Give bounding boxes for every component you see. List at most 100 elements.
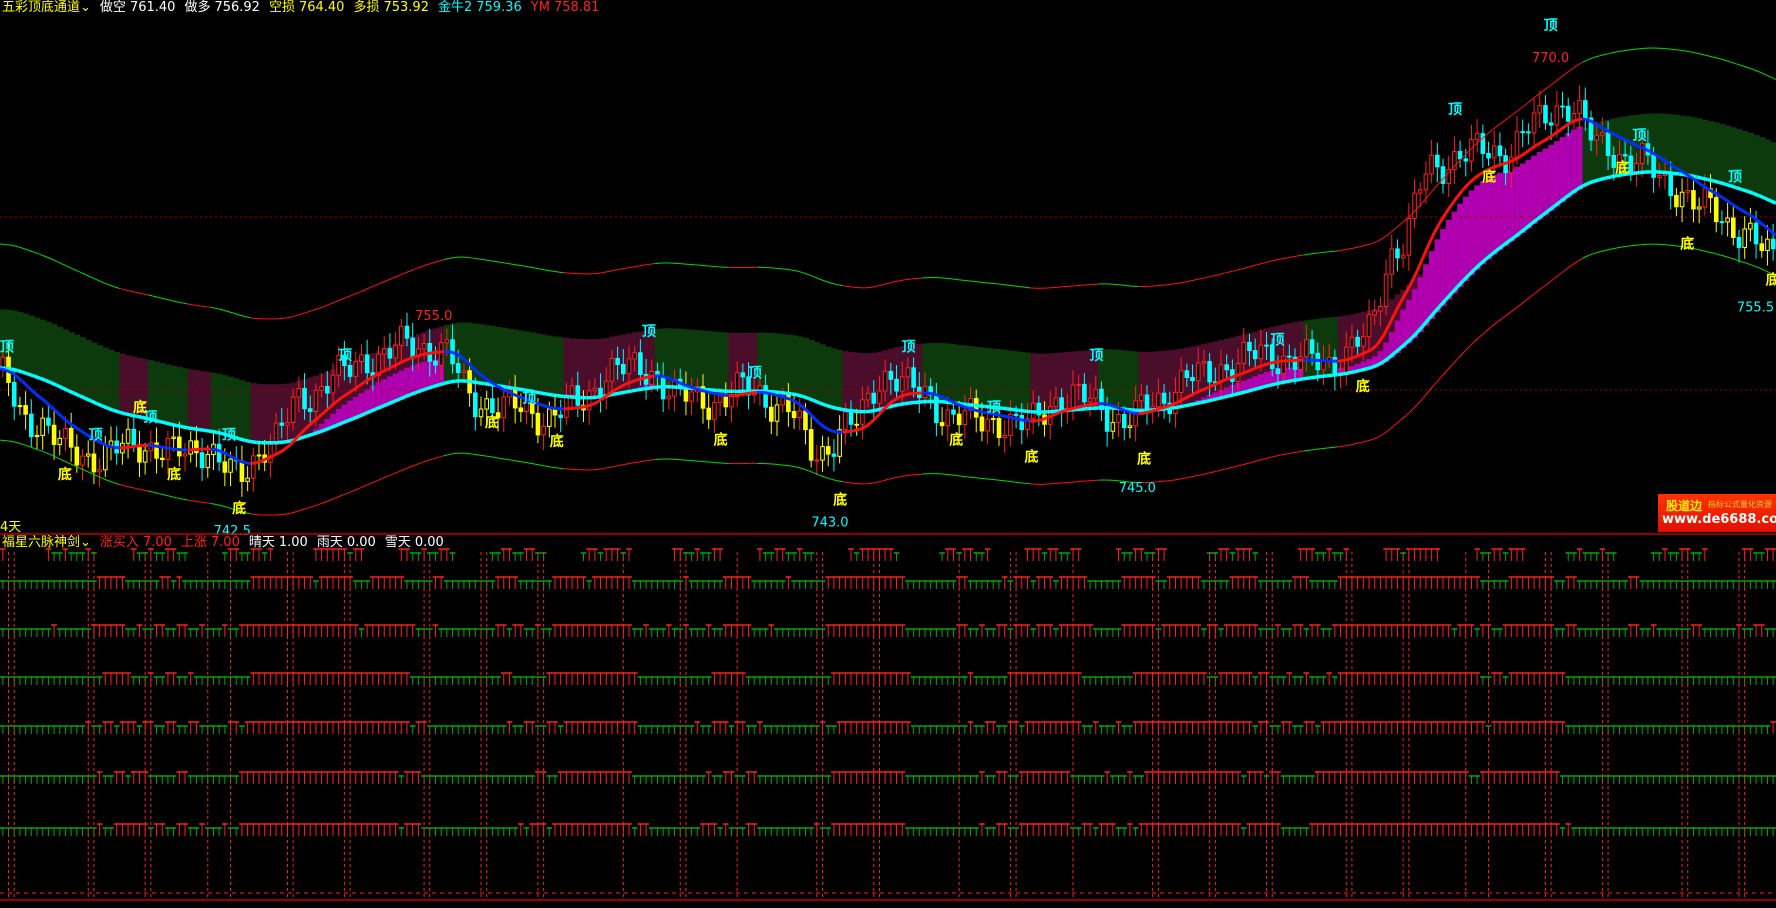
upper-band-line — [506, 262, 513, 265]
lower-band-line — [466, 452, 473, 455]
channel-fill-column — [364, 355, 371, 414]
trend-line — [1746, 212, 1755, 219]
trend-line — [1007, 415, 1014, 420]
lower-band-line — [16, 442, 23, 445]
upper-band-line — [1229, 270, 1236, 273]
lower-band-line — [1326, 447, 1333, 449]
top-marker: 顶 — [901, 340, 915, 356]
mid-line — [830, 405, 838, 411]
mid-line — [1410, 331, 1419, 340]
trend-line — [1461, 182, 1470, 191]
mid-line — [551, 393, 559, 398]
candle-body — [1452, 151, 1457, 171]
lower-band-line — [1673, 245, 1680, 247]
candle-body — [535, 412, 541, 436]
magenta-fill-column — [330, 413, 337, 428]
candle-body — [1565, 105, 1571, 122]
mid-line — [329, 423, 337, 430]
mid-line — [198, 427, 206, 433]
candle-body — [1736, 236, 1742, 248]
mid-line — [466, 379, 473, 384]
candle-body — [939, 422, 945, 427]
channel-fill-column — [592, 339, 599, 398]
mid-line — [1001, 406, 1008, 411]
upper-band-line — [1200, 276, 1207, 280]
lower-band-line — [193, 500, 200, 503]
upper-band-line — [381, 280, 388, 284]
trend-line — [312, 415, 320, 424]
upper-band-line — [614, 268, 621, 271]
trend-line — [255, 459, 263, 465]
upper-band-line — [1360, 244, 1367, 247]
lower-band-line — [967, 476, 974, 478]
trend-line — [1183, 394, 1191, 401]
upper-band-line — [1616, 50, 1623, 53]
lower-band-line — [1399, 415, 1407, 421]
candle-body — [934, 394, 939, 424]
trend-line — [1132, 411, 1139, 416]
trend-line — [107, 444, 115, 449]
lower-band-line — [1229, 466, 1236, 469]
lower-band-line — [1121, 480, 1128, 483]
channel-fill-column — [102, 347, 109, 407]
mid-line — [1331, 372, 1338, 378]
channel-fill-column — [950, 344, 957, 403]
upper-band-line — [398, 272, 405, 277]
mid-line — [1354, 368, 1361, 374]
upper-band-line — [1684, 50, 1691, 53]
mid-line — [176, 423, 183, 429]
channel-fill-column — [1166, 350, 1174, 409]
trend-line — [812, 416, 821, 425]
lower-band-line — [51, 454, 58, 459]
candle-body — [1583, 100, 1588, 119]
magenta-fill-column — [370, 385, 377, 412]
channel-fill-column — [1087, 350, 1094, 409]
channel-fill-column — [791, 335, 798, 394]
trend-line — [454, 352, 462, 359]
upper-band-line — [68, 266, 75, 270]
candle-body — [558, 414, 563, 418]
mid-line — [78, 394, 87, 400]
trend-line — [73, 425, 81, 432]
channel-fill-column — [1110, 349, 1117, 408]
upper-band-line — [221, 309, 228, 312]
lower-band-line — [483, 455, 490, 458]
mid-line — [1701, 176, 1709, 182]
magenta-fill-column — [1531, 155, 1538, 224]
top-marker: 顶 — [1632, 128, 1646, 144]
trend-line — [1177, 397, 1185, 404]
trend-line — [346, 388, 354, 396]
lower-band-line — [386, 473, 393, 478]
magenta-fill-column — [1349, 365, 1356, 373]
trend-line — [1421, 243, 1431, 258]
mid-line — [1280, 379, 1287, 385]
candle-body — [1622, 154, 1628, 157]
lower-band-line — [523, 461, 530, 464]
channel-fill-column — [1041, 353, 1048, 413]
bottom-marker: 底 — [550, 433, 564, 450]
trend-line — [1166, 403, 1174, 408]
trend-line — [1381, 324, 1391, 337]
candle-body — [159, 457, 165, 461]
lower-band-line — [1314, 448, 1321, 450]
mid-line — [807, 396, 815, 403]
mid-line — [414, 388, 422, 395]
channel-fill-column — [210, 372, 217, 432]
magenta-fill-column — [1559, 137, 1566, 203]
lower-band-line — [608, 465, 615, 468]
lower-band-line — [90, 472, 97, 477]
upper-band-line — [848, 286, 854, 288]
upper-band-line — [1605, 52, 1612, 55]
trend-line — [1081, 403, 1088, 408]
upper-band-line — [1701, 53, 1708, 57]
channel-fill-column — [495, 326, 502, 386]
upper-band-line — [608, 269, 615, 272]
trend-line — [1086, 402, 1094, 407]
trend-line — [409, 355, 417, 360]
lower-band-line — [221, 505, 228, 508]
mid-line — [620, 390, 627, 395]
upper-band-line — [1417, 201, 1424, 209]
lower-band-line — [369, 480, 376, 485]
candle-body — [1087, 397, 1093, 403]
